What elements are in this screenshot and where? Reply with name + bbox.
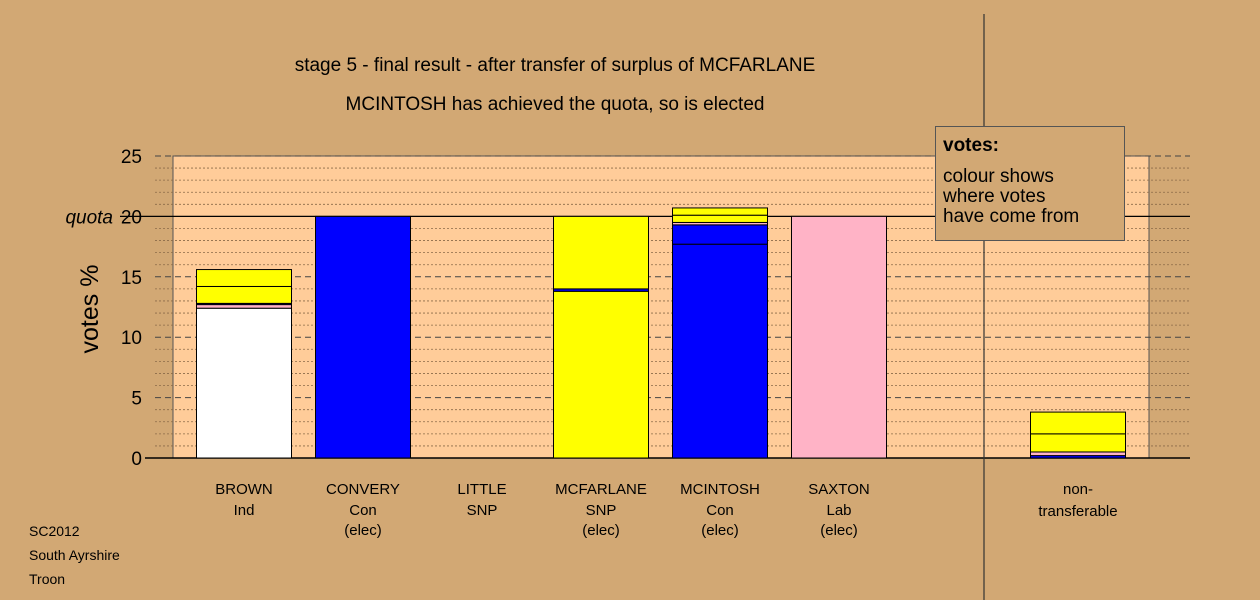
footer-year: SC2012 [29, 523, 80, 539]
candidate-status-label: (elec) [582, 522, 620, 539]
candidate-name-label: BROWN [215, 481, 273, 498]
bar-nontransferable-segment [1030, 451, 1126, 457]
candidate-party-label: Lab [826, 502, 851, 519]
candidate-status-label: (elec) [820, 522, 858, 539]
bar-saxton-segment [791, 215, 887, 459]
bar-brown-segment [196, 269, 292, 287]
bar-mcfarlane-segment [553, 290, 649, 459]
bar-mcintosh-segment [672, 207, 768, 216]
chart-title: stage 5 - final result - after transfer … [294, 55, 816, 76]
footer-council: South Ayrshire [29, 547, 120, 563]
bar-mcfarlane-segment [553, 215, 649, 290]
candidate-party-label: Con [349, 502, 377, 519]
y-tick-label: 5 [131, 389, 142, 410]
bar-mcintosh-segment [672, 224, 768, 245]
y-tick-label: 10 [121, 328, 142, 349]
bar-brown-segment [196, 304, 292, 309]
bar-mcintosh-segment [672, 214, 768, 223]
candidate-name-label: MCFARLANE [555, 481, 647, 498]
bar-brown-segment [196, 285, 292, 304]
bar-nontransferable-segment [1030, 411, 1126, 435]
legend-line-1: colour shows [943, 166, 1054, 187]
nontransferable-label-2: transferable [1038, 503, 1117, 520]
candidate-party-label: Ind [234, 502, 255, 519]
bar-nontransferable-segment [1030, 433, 1126, 453]
candidate-name-label: SAXTON [808, 481, 869, 498]
y-tick-label: 15 [121, 268, 142, 289]
footer: SC2012 South Ayrshire Troon [29, 519, 120, 591]
legend-line-3: have come from [943, 206, 1080, 227]
candidate-party-label: SNP [586, 502, 617, 519]
legend-title: votes: [943, 135, 999, 156]
footer-ward: Troon [29, 571, 66, 587]
candidate-name-label: MCINTOSH [680, 481, 760, 498]
bar-convery-segment [315, 215, 411, 459]
candidate-status-label: (elec) [344, 522, 382, 539]
chart-subtitle: MCINTOSH has achieved the quota, so is e… [345, 94, 765, 115]
candidate-party-label: Con [706, 502, 734, 519]
y-tick-label: 25 [121, 147, 142, 168]
y-axis-label: votes % [76, 265, 104, 354]
quota-label: quota [65, 207, 113, 228]
bar-mcintosh-segment [672, 243, 768, 459]
legend-line-2: where votes [943, 186, 1046, 207]
nontransferable-label-1: non- [1063, 481, 1093, 498]
candidate-name-label: LITTLE [457, 481, 506, 498]
y-tick-label: 0 [131, 449, 142, 470]
y-tick-label: 20 [121, 207, 142, 228]
candidate-name-label: CONVERY [326, 481, 400, 498]
bar-brown-segment [196, 307, 292, 459]
legend-box: votes: colour shows where votes have com… [935, 126, 1125, 241]
candidate-status-label: (elec) [701, 522, 739, 539]
candidate-party-label: SNP [467, 502, 498, 519]
